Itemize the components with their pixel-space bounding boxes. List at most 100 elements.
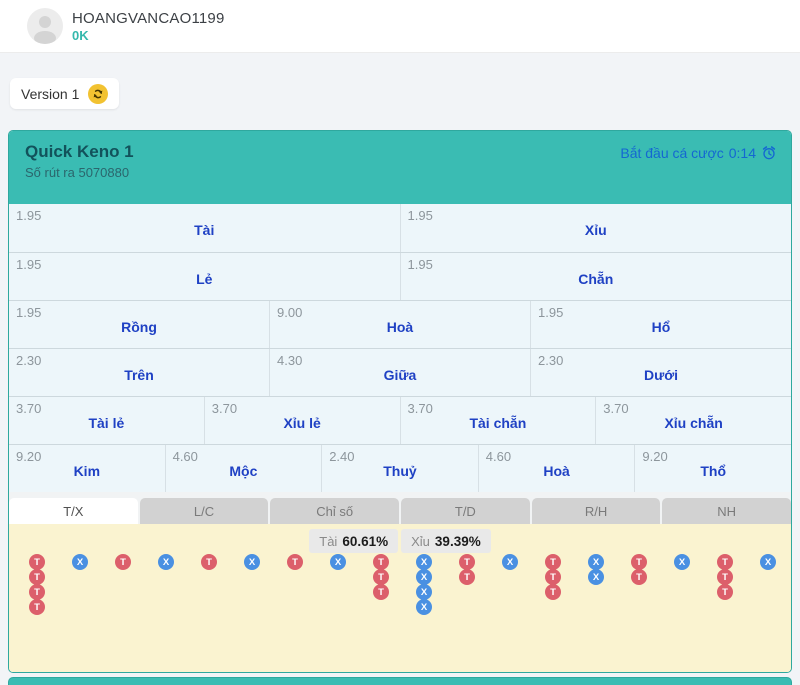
bet-cell-moc[interactable]: 4.60 Mộc xyxy=(165,445,323,492)
chip-xiu: X xyxy=(330,554,346,570)
bet-grid-row: 1.95 Rồng 9.00 Hoà 1.95 Hổ xyxy=(9,300,791,348)
alarm-clock-icon xyxy=(762,146,776,160)
chip-xiu: X xyxy=(588,569,604,585)
quick-keno-panel: Quick Keno 1 Số rút ra 5070880 Bắt đầu c… xyxy=(8,130,792,673)
bet-label: Mộc xyxy=(229,462,258,479)
bet-label: Hoà xyxy=(386,318,414,335)
panel-header: Quick Keno 1 Số rút ra 5070880 Bắt đầu c… xyxy=(9,131,791,204)
odds-value: 1.95 xyxy=(538,305,564,320)
bet-cell-chan[interactable]: 1.95 Chẵn xyxy=(400,253,791,300)
chip-tai: T xyxy=(373,584,389,600)
road-column: X xyxy=(760,554,776,666)
bet-label: Tài lẻ xyxy=(88,414,125,431)
chip-tai: T xyxy=(373,554,389,570)
tab-tx[interactable]: T/X xyxy=(9,498,138,524)
road-column: X xyxy=(158,554,174,666)
road-column: X xyxy=(244,554,260,666)
chip-tai: T xyxy=(717,554,733,570)
bet-cell-duoi[interactable]: 2.30 Dưới xyxy=(531,349,791,396)
username: HOANGVANCAO1199 xyxy=(72,9,225,27)
odds-value: 9.20 xyxy=(16,449,42,464)
chip-xiu: X xyxy=(502,554,518,570)
chip-xiu: X xyxy=(760,554,776,570)
refresh-icon[interactable] xyxy=(88,83,109,104)
bet-cell-giua[interactable]: 4.30 Giữa xyxy=(270,349,531,396)
bet-grid-row: 1.95 Tài 1.95 Xỉu xyxy=(9,204,791,252)
bet-label: Lẻ xyxy=(196,270,213,287)
road-column: T xyxy=(201,554,217,666)
bet-label: Xỉu chẵn xyxy=(664,414,723,431)
bet-cell-thuy[interactable]: 2.40 Thuỷ xyxy=(322,445,479,492)
bet-cell-xiu-chan[interactable]: 3.70 Xỉu chẵn xyxy=(596,397,791,444)
bet-label: Dưới xyxy=(643,366,679,383)
chip-tai: T xyxy=(287,554,303,570)
tab-nh[interactable]: NH xyxy=(662,498,791,524)
chip-tai: T xyxy=(29,584,45,600)
draw-number: Số rút ra 5070880 xyxy=(25,165,130,180)
chip-xiu: X xyxy=(416,584,432,600)
odds-value: 3.70 xyxy=(407,401,433,416)
stat-value: 60.61% xyxy=(342,533,389,549)
chip-tai: T xyxy=(201,554,217,570)
bet-grid: 1.95 Tài 1.95 Xỉu 1.95 Lẻ 1.95 Chẵn 1.95 Rồng 9.00… xyxy=(9,204,791,492)
chip-tai: T xyxy=(459,554,475,570)
bet-cell-tai[interactable]: 1.95 Tài xyxy=(9,204,401,252)
bet-cell-xiu-le[interactable]: 3.70 Xỉu lẻ xyxy=(204,397,401,444)
tab-rh[interactable]: R/H xyxy=(531,498,661,524)
game-title: Quick Keno 1 xyxy=(25,142,134,161)
road-column: T xyxy=(287,554,303,666)
odds-value: 1.95 xyxy=(16,208,42,223)
odds-value: 3.70 xyxy=(16,401,42,416)
bet-cell-hoa[interactable]: 4.60 Hoà xyxy=(478,445,636,492)
chip-tai: T xyxy=(545,569,561,585)
chip-tai: T xyxy=(545,584,561,600)
bet-label: Hổ xyxy=(651,318,671,335)
version-button[interactable]: Version 1 xyxy=(10,78,120,109)
chip-xiu: X xyxy=(158,554,174,570)
bet-cell-kim[interactable]: 9.20 Kim xyxy=(9,445,166,492)
tab-td[interactable]: T/D xyxy=(401,498,530,524)
odds-value: 3.70 xyxy=(603,401,629,416)
tabs-gap xyxy=(9,492,791,498)
bet-label: Xỉu lẻ xyxy=(283,414,321,431)
odds-value: 4.30 xyxy=(277,353,303,368)
bet-cell-tren[interactable]: 2.30 Trên xyxy=(9,349,270,396)
bet-label: Rồng xyxy=(121,318,157,335)
odds-value: 4.60 xyxy=(485,449,512,464)
user-card: HOANGVANCAO1199 0K xyxy=(0,0,800,53)
bet-cell-tai-chan[interactable]: 3.70 Tài chẵn xyxy=(400,397,597,444)
bet-grid-row: 2.30 Trên 4.30 Giữa 2.30 Dưới xyxy=(9,348,791,396)
chip-xiu: X xyxy=(244,554,260,570)
odds-value: 9.00 xyxy=(277,305,303,320)
odds-value: 2.30 xyxy=(538,353,564,368)
odds-value: 2.30 xyxy=(16,353,42,368)
bet-cell-tai-le[interactable]: 3.70 Tài lẻ xyxy=(9,397,205,444)
avatar[interactable] xyxy=(27,8,63,44)
bet-cell-tho[interactable]: 9.20 Thổ xyxy=(635,445,791,492)
bet-cell-rong[interactable]: 1.95 Rồng xyxy=(9,301,270,348)
chip-tai: T xyxy=(631,569,647,585)
bet-cell-hoa[interactable]: 9.00 Hoà xyxy=(270,301,531,348)
bet-cell-ho[interactable]: 1.95 Hổ xyxy=(531,301,791,348)
chip-tai: T xyxy=(29,569,45,585)
tab-chi-so[interactable]: Chỉ số xyxy=(270,498,400,524)
odds-value: 4.60 xyxy=(172,449,198,464)
chip-xiu: X xyxy=(674,554,690,570)
stats-row: Tài 60.61% Xỉu 39.39% xyxy=(9,524,791,553)
bet-label: Giữa xyxy=(383,366,417,383)
road-tabs: T/X L/C Chỉ số T/D R/H NH xyxy=(9,498,791,524)
tab-lc[interactable]: L/C xyxy=(139,498,269,524)
bet-cell-xiu[interactable]: 1.95 Xỉu xyxy=(400,204,791,252)
bet-cell-le[interactable]: 1.95 Lẻ xyxy=(9,253,401,300)
odds-value: 3.70 xyxy=(211,401,238,416)
chip-tai: T xyxy=(115,554,131,570)
bet-label: Xỉu xyxy=(584,222,607,239)
odds-value: 2.40 xyxy=(329,449,355,464)
stat-label: Tài xyxy=(319,533,338,549)
